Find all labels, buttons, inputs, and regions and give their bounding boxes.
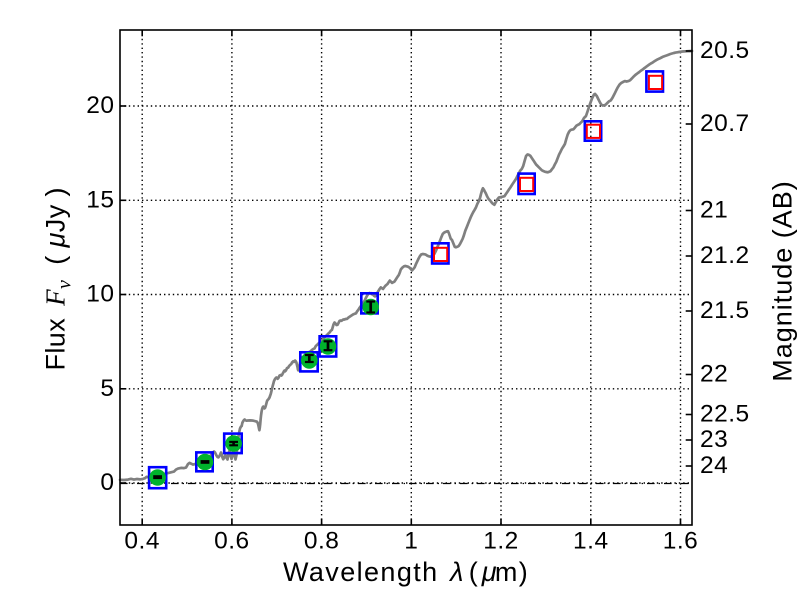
svg-text:20.5: 20.5 xyxy=(700,37,750,64)
svg-text:20.7: 20.7 xyxy=(700,110,750,137)
svg-text:21.2: 21.2 xyxy=(700,242,750,269)
svg-text:1.4: 1.4 xyxy=(573,528,609,555)
svg-text:23: 23 xyxy=(700,426,728,453)
svg-text:0: 0 xyxy=(100,469,114,496)
svg-text:Magnitude (AB): Magnitude (AB) xyxy=(768,180,798,382)
svg-text:5: 5 xyxy=(100,375,114,402)
svg-text:22.5: 22.5 xyxy=(700,401,750,428)
svg-text:15: 15 xyxy=(86,186,114,213)
svg-text:0.6: 0.6 xyxy=(214,528,250,555)
svg-text:1.6: 1.6 xyxy=(663,528,699,555)
svg-text:1: 1 xyxy=(404,528,418,555)
svg-text:20: 20 xyxy=(86,92,114,119)
svg-text:0.8: 0.8 xyxy=(304,528,340,555)
svg-text:10: 10 xyxy=(86,281,114,308)
svg-text:24: 24 xyxy=(700,452,728,479)
svg-text:1.2: 1.2 xyxy=(483,528,519,555)
svg-text:0.4: 0.4 xyxy=(124,528,160,555)
svg-text:22: 22 xyxy=(700,361,728,388)
svg-text:21.5: 21.5 xyxy=(700,297,750,324)
svg-text:21: 21 xyxy=(700,197,728,224)
